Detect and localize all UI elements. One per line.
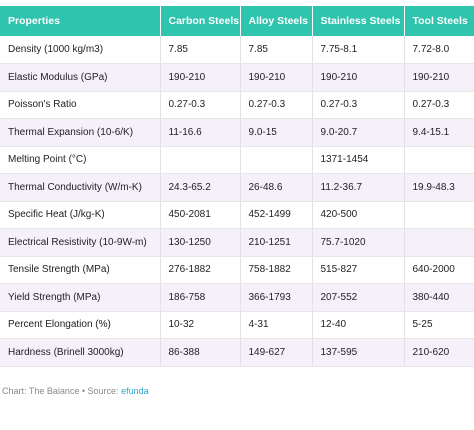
- cell-alloy-steels: [240, 146, 313, 174]
- cell-alloy-steels: 366-1793: [240, 283, 313, 312]
- cell-carbon-steels: 11-16.6: [160, 118, 241, 147]
- cell-tool-steels: 210-620: [404, 338, 474, 367]
- cell-tool-steels: 640-2000: [404, 256, 474, 284]
- cell-property: Thermal Conductivity (W/m-K): [0, 173, 161, 202]
- cell-stainless-steels: 1371-1454: [312, 146, 405, 174]
- cell-tool-steels: [404, 201, 474, 229]
- cell-property: Elastic Modulus (GPa): [0, 63, 161, 92]
- cell-stainless-steels: 7.75-8.1: [312, 36, 405, 64]
- cell-property: Tensile Strength (MPa): [0, 256, 161, 284]
- steel-properties-table-container: Properties Carbon Steels Alloy Steels St…: [0, 6, 474, 367]
- cell-property: Thermal Expansion (10-6/K): [0, 118, 161, 147]
- cell-carbon-steels: 7.85: [160, 36, 241, 64]
- cell-stainless-steels: 190-210: [312, 63, 405, 92]
- cell-alloy-steels: 0.27-0.3: [240, 91, 313, 119]
- cell-carbon-steels: 450-2081: [160, 201, 241, 229]
- cell-property: Percent Elongation (%): [0, 311, 161, 339]
- cell-carbon-steels: 130-1250: [160, 228, 241, 257]
- table-row: Melting Point (°C) 1371-1454: [0, 146, 474, 174]
- cell-carbon-steels: 86-388: [160, 338, 241, 367]
- cell-tool-steels: 0.27-0.3: [404, 91, 474, 119]
- cell-tool-steels: 9.4-15.1: [404, 118, 474, 147]
- table-row: Tensile Strength (MPa) 276-1882 758-1882 51…: [0, 256, 474, 284]
- cell-carbon-steels: [160, 146, 241, 174]
- source-link[interactable]: efunda: [121, 386, 149, 396]
- cell-carbon-steels: 24.3-65.2: [160, 173, 241, 202]
- cell-alloy-steels: 4-31: [240, 311, 313, 339]
- table-row: Thermal Expansion (10-6/K) 11-16.6 9.0-15 9…: [0, 118, 474, 147]
- cell-alloy-steels: 452-1499: [240, 201, 313, 229]
- cell-alloy-steels: 26-48.6: [240, 173, 313, 202]
- header-properties: Properties: [0, 6, 161, 36]
- table-header-row: Properties Carbon Steels Alloy Steels St…: [0, 6, 474, 36]
- cell-stainless-steels: 515-827: [312, 256, 405, 284]
- cell-property: Melting Point (°C): [0, 146, 161, 174]
- header-alloy-steels: Alloy Steels: [240, 6, 313, 36]
- source-prefix: Chart: The Balance • Source:: [2, 386, 122, 396]
- cell-carbon-steels: 10-32: [160, 311, 241, 339]
- cell-stainless-steels: 75.7-1020: [312, 228, 405, 257]
- cell-property: Yield Strength (MPa): [0, 283, 161, 312]
- cell-alloy-steels: 149-627: [240, 338, 313, 367]
- cell-tool-steels: 190-210: [404, 63, 474, 92]
- cell-carbon-steels: 186-758: [160, 283, 241, 312]
- table-row: Electrical Resistivity (10-9W-m) 130-1250…: [0, 228, 474, 257]
- cell-stainless-steels: 12-40: [312, 311, 405, 339]
- cell-property: Density (1000 kg/m3): [0, 36, 161, 64]
- table-row: Density (1000 kg/m3) 7.85 7.85 7.75-8.1 7.72…: [0, 36, 474, 64]
- cell-tool-steels: 5-25: [404, 311, 474, 339]
- header-stainless-steels: Stainless Steels: [312, 6, 405, 36]
- cell-tool-steels: 380-440: [404, 283, 474, 312]
- cell-property: Poisson's Ratio: [0, 91, 161, 119]
- cell-tool-steels: 19.9-48.3: [404, 173, 474, 202]
- cell-property: Hardness (Brinell 3000kg): [0, 338, 161, 367]
- cell-stainless-steels: 9.0-20.7: [312, 118, 405, 147]
- cell-tool-steels: [404, 228, 474, 257]
- table-row: Poisson's Ratio 0.27-0.3 0.27-0.3 0.27-0.3 0…: [0, 91, 474, 119]
- header-carbon-steels: Carbon Steels: [160, 6, 241, 36]
- cell-alloy-steels: 758-1882: [240, 256, 313, 284]
- cell-carbon-steels: 190-210: [160, 63, 241, 92]
- cell-stainless-steels: 11.2-36.7: [312, 173, 405, 202]
- cell-tool-steels: [404, 146, 474, 174]
- cell-stainless-steels: 137-595: [312, 338, 405, 367]
- cell-stainless-steels: 420-500: [312, 201, 405, 229]
- table-row: Elastic Modulus (GPa) 190-210 190-210 190-2…: [0, 63, 474, 92]
- table-row: Thermal Conductivity (W/m-K) 24.3-65.2 26-…: [0, 173, 474, 202]
- cell-alloy-steels: 190-210: [240, 63, 313, 92]
- table-row: Specific Heat (J/kg-K) 450-2081 452-1499 42…: [0, 201, 474, 229]
- table-body: Density (1000 kg/m3) 7.85 7.85 7.75-8.1 7.72…: [0, 36, 474, 367]
- cell-tool-steels: 7.72-8.0: [404, 36, 474, 64]
- cell-stainless-steels: 207-552: [312, 283, 405, 312]
- table-row: Hardness (Brinell 3000kg) 86-388 149-627 13…: [0, 338, 474, 367]
- cell-alloy-steels: 7.85: [240, 36, 313, 64]
- cell-alloy-steels: 210-1251: [240, 228, 313, 257]
- cell-property: Electrical Resistivity (10-9W-m): [0, 228, 161, 257]
- cell-stainless-steels: 0.27-0.3: [312, 91, 405, 119]
- cell-alloy-steels: 9.0-15: [240, 118, 313, 147]
- header-tool-steels: Tool Steels: [404, 6, 474, 36]
- cell-property: Specific Heat (J/kg-K): [0, 201, 161, 229]
- cell-carbon-steels: 0.27-0.3: [160, 91, 241, 119]
- steel-properties-table: Properties Carbon Steels Alloy Steels St…: [0, 6, 474, 367]
- cell-carbon-steels: 276-1882: [160, 256, 241, 284]
- source-attribution: Chart: The Balance • Source: efunda: [2, 386, 149, 396]
- table-row: Percent Elongation (%) 10-32 4-31 12-40 5-25: [0, 311, 474, 339]
- table-row: Yield Strength (MPa) 186-758 366-1793 207-5…: [0, 283, 474, 312]
